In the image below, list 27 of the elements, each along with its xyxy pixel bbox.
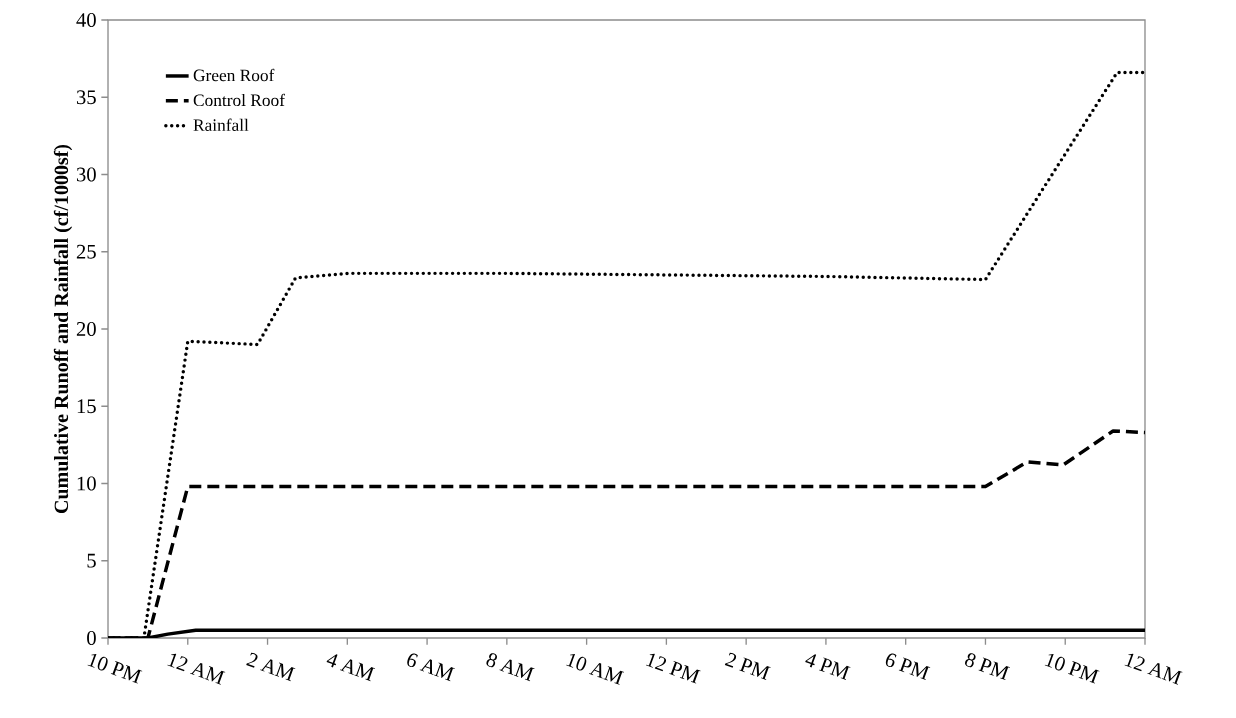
x-tick-label: 6 PM: [885, 653, 931, 680]
y-tick-label: 5: [87, 553, 96, 568]
x-tick-label: 2 PM: [724, 652, 771, 680]
y-tick-label: 30: [76, 167, 96, 182]
x-tick-label: 10 AM: [566, 653, 625, 685]
x-tick-label: 10 PM: [1044, 653, 1100, 684]
y-tick-label: 10: [77, 476, 96, 491]
y-tick-label: 0: [87, 631, 96, 645]
y-tick-label: 15: [77, 399, 96, 414]
x-tick-label: 8 AM: [486, 653, 535, 682]
x-tick-label: 8 PM: [964, 653, 1010, 681]
x-tick-label: 4 PM: [805, 654, 851, 680]
y-tick-label: 25: [76, 244, 96, 259]
x-tick-label: 10 PM: [87, 653, 143, 684]
x-tick-label: 6 AM: [407, 653, 455, 682]
x-tick-label: 4 AM: [326, 654, 376, 682]
y-tick-label: 20: [76, 322, 96, 336]
x-tick-label: 12 AM: [1124, 653, 1183, 685]
legend-label: Rainfall: [193, 118, 249, 131]
y-tick-label: 35: [76, 90, 96, 105]
legend-label: Control Roof: [193, 93, 285, 107]
x-tick-label: 12 AM: [167, 653, 226, 685]
legend-label: Green Roof: [193, 68, 275, 82]
x-tick-label: 2 AM: [246, 652, 296, 682]
y-tick-label: 40: [76, 13, 96, 27]
y-axis-title: Cumulative Runoff and Rainfall (cf/1000sf): [53, 144, 73, 514]
x-tick-label: 12 PM: [645, 653, 701, 684]
